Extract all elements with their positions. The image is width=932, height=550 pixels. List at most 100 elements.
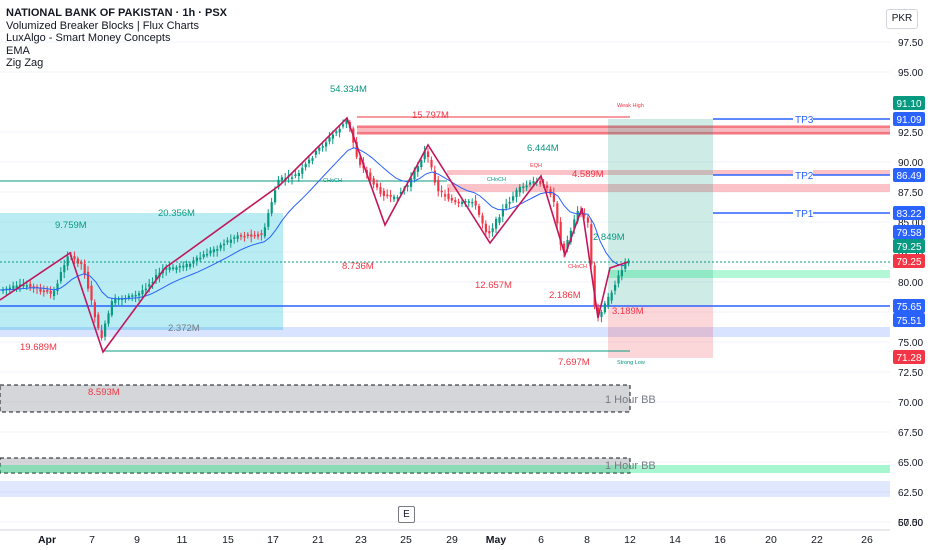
candle-body [117,298,120,300]
candle-body [76,258,79,264]
candle-body [63,265,66,273]
candle-body [236,235,239,239]
volume-annotation: 7.697M [558,357,590,368]
candle-body [505,204,508,209]
candle-body [155,274,158,280]
indicator-ema[interactable]: EMA [6,44,30,57]
candle-body [474,200,477,206]
candle-body [450,197,453,201]
earnings-marker[interactable]: E [398,506,415,523]
candle-body [56,283,59,292]
volume-annotation: 54.334M [330,84,367,95]
candle-body [552,192,555,202]
price-tick: 67.50 [898,428,923,439]
candle-body [15,285,18,289]
time-tick: 22 [811,534,823,546]
symbol-title[interactable]: NATIONAL BANK OF PAKISTAN · 1h · PSX [6,7,228,19]
candle-body [372,178,375,185]
volume-annotation: 6.444M [527,143,559,154]
candle-body [59,272,62,282]
svg-text:83.22: 83.22 [896,209,921,220]
candle-body [464,201,467,203]
candle-body [583,213,586,216]
price-axis: 97.50 95.00 92.50 90.00 87.50 85.00 82.50 80.00… [898,38,923,529]
candle-body [614,284,617,291]
candle-body [444,194,447,197]
candle-body [260,233,263,235]
breaker-block-1 [0,384,631,413]
price-tick: 72.50 [898,368,923,379]
indicator-smart-money[interactable]: LuxAlgo - Smart Money Concepts [6,32,171,44]
candle-body [559,221,562,245]
red-zone-top [357,125,890,135]
candle-body [406,185,409,187]
svg-text:91.09: 91.09 [896,115,921,126]
indicator-volumized-breaker[interactable]: Volumized Breaker Blocks | Flux Charts [6,19,199,32]
price-label: 79.25 [893,254,925,268]
time-tick: 23 [355,534,367,546]
candle-body [416,166,419,172]
structure-label: EQH [530,163,542,169]
candle-body [389,194,392,197]
loss-zone [608,305,713,358]
structure-label: Strong Low [617,360,645,366]
price-label: 79.25 [893,239,925,253]
target-label: TP1 [795,209,814,220]
candle-body [433,170,436,183]
candle-body [233,237,236,239]
candle-body [539,181,542,185]
candle-body [114,297,117,304]
candle-body [563,243,566,253]
candle-body [566,239,569,249]
time-tick: 8 [584,534,590,546]
breaker-block-label: 1 Hour BB [605,460,656,472]
candle-body [189,263,192,267]
candle-body [212,249,215,253]
price-labels: 91.10 91.09 86.49 83.22 79.58 79.25 79.25 75.65… [893,96,925,364]
candle-body [83,263,86,275]
svg-text:71.28: 71.28 [896,353,921,364]
candle-body [32,286,35,288]
candle-body [42,290,45,293]
candle-body [172,267,175,269]
candle-body [93,302,96,318]
indicator-zigzag[interactable]: Zig Zag [6,57,44,69]
candle-body [556,203,559,224]
candle-body [73,256,76,260]
zigzag-line [0,116,629,354]
candle-body [311,158,314,161]
candle-body [257,234,260,237]
currency-button[interactable]: PKR [886,9,918,29]
candle-body [532,181,535,184]
price-tick: 80.00 [898,278,923,289]
candle-body [342,124,345,127]
price-label: 86.49 [893,168,925,182]
candle-body [501,208,504,217]
time-tick: Apr [38,534,56,546]
candle-body [627,260,630,264]
candle-body [134,294,137,297]
candle-body [321,146,324,148]
candle-body [410,177,413,187]
candle-body [144,288,147,291]
candle-body [53,290,56,297]
time-tick: 14 [669,534,681,546]
candle-body [484,223,487,233]
time-tick: 20 [765,534,777,546]
candle-body [586,217,589,223]
price-tick: 82.50 [898,248,923,259]
price-tick: 92.50 [898,128,923,139]
volume-annotation: 12.657M [475,280,512,291]
blue-band [0,481,890,497]
volume-annotation: 19.689M [20,342,57,353]
candle-body [19,284,22,286]
svg-text:79.58: 79.58 [896,228,921,239]
candle-body [522,186,525,188]
candle-body [229,239,232,243]
candle-body [121,298,124,301]
candle-body [518,186,521,193]
profit-zone [608,119,713,305]
price-label: 71.28 [893,350,925,364]
volume-annotation: 8.593M [88,387,120,398]
